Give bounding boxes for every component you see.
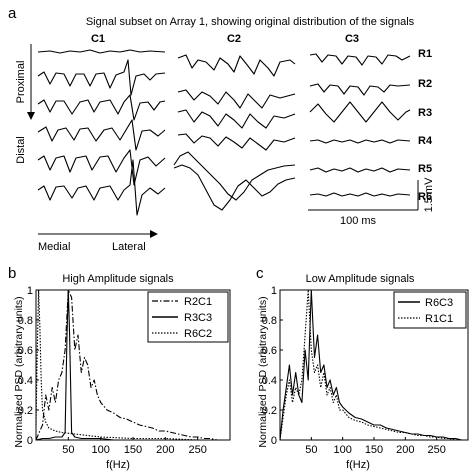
- trace-r4-c1: [37, 119, 166, 151]
- panel-b-letter: b: [8, 265, 16, 282]
- trace-r1-c2: [177, 54, 296, 77]
- trace-r1-c3: [309, 53, 411, 66]
- row-label-r5: R5: [418, 163, 432, 175]
- panel-c-legend: R6C3 R1C1: [393, 291, 467, 329]
- row-label-r1: R1: [418, 48, 432, 60]
- panel-c-legend-box: [393, 291, 467, 329]
- trace-r6-c2: [173, 164, 296, 211]
- panel-b-x-tick-label-2: 150: [124, 444, 142, 456]
- panel-c-y-tick-label-3: 0.6: [262, 345, 277, 357]
- arrow-down-icon: [27, 112, 35, 120]
- panel-c-y-tick-label-5: 1: [271, 285, 277, 297]
- arrow-right-icon: [150, 230, 158, 238]
- medial-label: Medial: [38, 241, 70, 253]
- panel-a-letter: a: [8, 5, 17, 22]
- row-label-r6: R6: [418, 191, 432, 203]
- panel-c-letter: c: [256, 265, 264, 282]
- trace-r2-c2: [177, 89, 296, 109]
- trace-r1-c1: [37, 49, 166, 54]
- panel-b-legend: R2C1 R3C3 R6C2: [147, 291, 229, 343]
- legend-label-r2c1: R2C1: [184, 296, 212, 308]
- panel-b-y-axis-label: Normalized PSD (arbitrary units): [13, 296, 25, 447]
- panel-c-y-tick-label-1: 0.2: [262, 405, 277, 417]
- panel-b-x-axis-label: f(Hz): [106, 459, 130, 471]
- legend-label-r6c3: R6C3: [425, 297, 453, 309]
- panel-b-y-tick-label-3: 0.6: [18, 345, 33, 357]
- panel-c-x-tick-label-1: 100: [333, 444, 351, 456]
- column-label-c3: C3: [345, 33, 359, 45]
- voltage-scale-label: 1.5 mV: [423, 177, 435, 213]
- panel-b-series: [35, 289, 230, 441]
- row-label-r3: R3: [418, 107, 432, 119]
- panel-c-y-tick-label-2: 0.4: [262, 375, 277, 387]
- panel-b-y-tick-label-5: 1: [27, 285, 33, 297]
- panel-b-y-tick-label-1: 0.2: [18, 405, 33, 417]
- lateral-label: Lateral: [112, 241, 146, 253]
- panel-b: b High Amplitude signals Normalized PSD …: [8, 265, 231, 471]
- trace-r2-c3: [309, 83, 411, 96]
- panel-c-x-axis-label: f(Hz): [346, 459, 370, 471]
- panel-c-y-axis-label: Normalized PSD (arbitrary units): [257, 296, 269, 447]
- trace-r5-c3: [309, 167, 411, 173]
- column-label-c2: C2: [227, 33, 241, 45]
- panel-b-series-r6c2: [35, 289, 230, 441]
- trace-r6-c3: [309, 192, 411, 197]
- legend-label-r1c1: R1C1: [425, 313, 453, 325]
- trace-r3-c1: [37, 94, 166, 121]
- panel-c-y-tick-label-4: 0.8: [262, 315, 277, 327]
- trace-r2-c1: [37, 59, 166, 96]
- panel-c-series-r1c1: [279, 289, 468, 441]
- distal-label: Distal: [15, 136, 27, 164]
- panel-b-x-tick-label-4: 250: [188, 444, 206, 456]
- panel-a-title: Signal subset on Array 1, showing origin…: [86, 16, 415, 28]
- panel-c-x-tick-label-2: 150: [365, 444, 383, 456]
- panel-c-x-tick-label-3: 200: [396, 444, 414, 456]
- panel-c: c Low Amplitude signals Normalized PSD (…: [256, 265, 469, 471]
- panel-b-title: High Amplitude signals: [62, 273, 174, 285]
- trace-r3-c2: [177, 109, 296, 129]
- panel-b-series-r3c3: [35, 289, 230, 441]
- panel-c-title: Low Amplitude signals: [306, 273, 415, 285]
- proximal-label: Proximal: [15, 61, 27, 104]
- column-label-c1: C1: [91, 33, 105, 45]
- panel-c-x-tick-label-0: 50: [305, 444, 317, 456]
- panel-b-y-tick-label-2: 0.4: [18, 375, 33, 387]
- trace-r4-c2: [177, 133, 296, 151]
- panel-c-x-tick-label-4: 250: [427, 444, 445, 456]
- row-label-r4: R4: [418, 135, 433, 147]
- panel-c-series: [279, 289, 468, 441]
- panel-c-series-r6c3: [279, 289, 468, 441]
- panel-b-x-tick-label-0: 50: [62, 444, 74, 456]
- row-label-r2: R2: [418, 78, 432, 90]
- time-scale-label: 100 ms: [340, 215, 377, 227]
- trace-r6-c1: [37, 159, 166, 216]
- panel-b-y-tick-label-4: 0.8: [18, 315, 33, 327]
- panel-c-y-tick-label-0: 0: [271, 435, 277, 447]
- panel-b-y-tick-label-0: 0: [27, 435, 33, 447]
- trace-r3-c3: [309, 101, 411, 123]
- panel-b-x-tick-label-3: 200: [156, 444, 174, 456]
- trace-r4-c3: [309, 139, 411, 144]
- panel-a: a Signal subset on Array 1, showing orig…: [8, 5, 435, 253]
- legend-label-r6c2: R6C2: [184, 328, 212, 340]
- panel-b-series-r2c1: [35, 289, 230, 441]
- trace-r5-c1: [37, 149, 166, 186]
- legend-label-r3c3: R3C3: [184, 312, 212, 324]
- panel-b-x-tick-label-1: 100: [91, 444, 109, 456]
